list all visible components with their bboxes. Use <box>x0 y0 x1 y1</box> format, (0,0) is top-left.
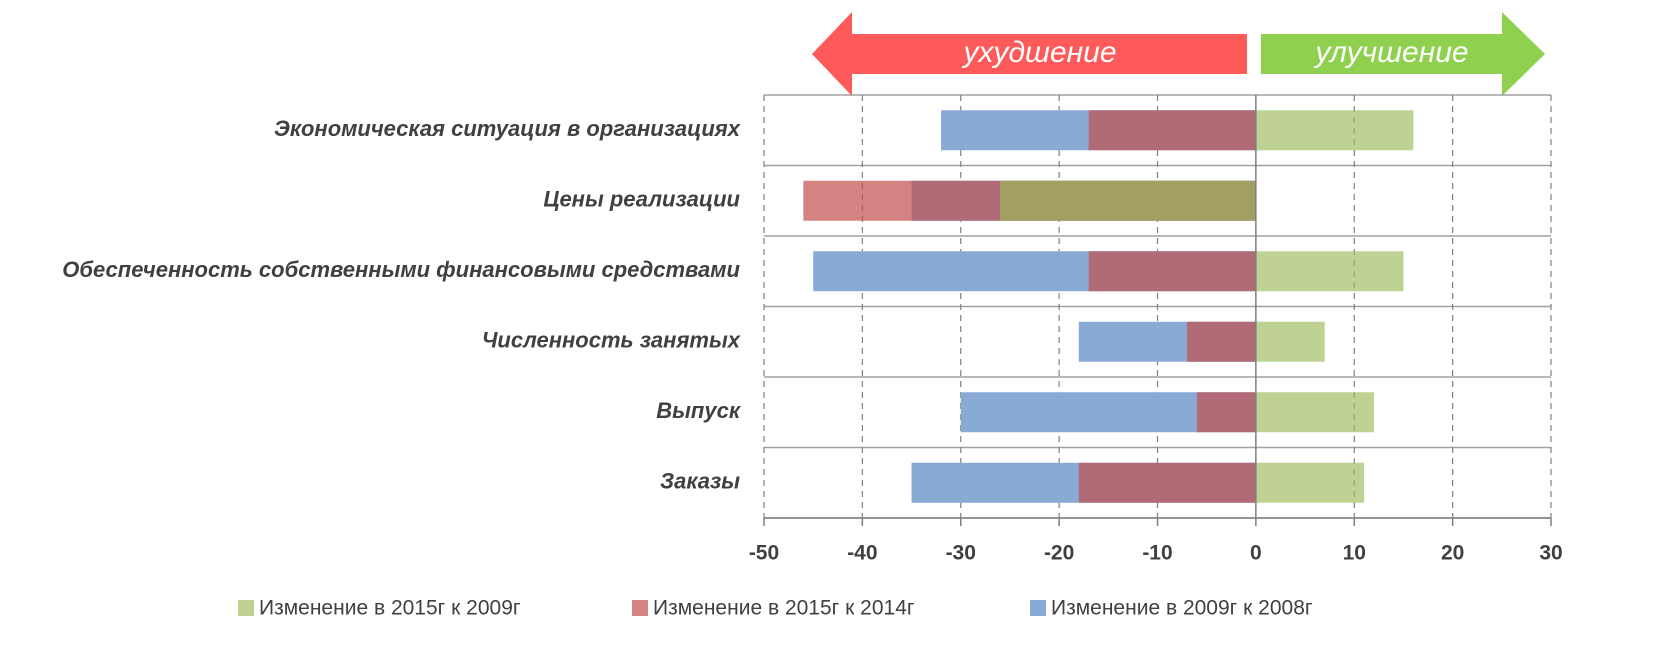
bar <box>1255 392 1374 433</box>
x-tick-label: 10 <box>1343 542 1366 565</box>
bar <box>1196 392 1256 433</box>
category-label: Цены реализации <box>543 187 740 212</box>
category-label: Заказы <box>660 469 740 494</box>
x-tick-label: 20 <box>1441 542 1464 565</box>
bar <box>1000 180 1256 221</box>
bar <box>1255 110 1414 151</box>
category-label: Численность занятых <box>482 328 741 353</box>
x-tick-label: -10 <box>1142 542 1172 565</box>
bar <box>1088 110 1256 151</box>
category-label: Выпуск <box>656 398 742 423</box>
bar <box>1255 251 1404 292</box>
legend-label: Изменение в 2015г к 2014г <box>653 597 915 620</box>
worse-label: ухудшение <box>961 36 1116 69</box>
worse-arrow <box>812 12 1247 96</box>
better-arrow <box>1261 12 1545 96</box>
x-tick-label: 30 <box>1539 542 1562 565</box>
bar <box>1088 251 1256 292</box>
x-tick-label: 0 <box>1250 542 1262 565</box>
category-label: Обеспеченность собственными финансовыми … <box>62 257 740 282</box>
legend-label: Изменение в 2015г к 2009г <box>259 597 521 620</box>
bar <box>1078 462 1256 503</box>
legend-label: Изменение в 2009г к 2008г <box>1051 597 1313 620</box>
bar <box>1255 462 1365 503</box>
bar <box>1255 321 1325 362</box>
better-label: улучшение <box>1313 36 1468 69</box>
x-tick-label: -30 <box>946 542 976 565</box>
legend-swatch <box>632 600 648 616</box>
legend-swatch <box>238 600 254 616</box>
x-tick-label: -50 <box>749 542 779 565</box>
bar <box>1187 321 1256 362</box>
legend-swatch <box>1030 600 1046 616</box>
category-label: Экономическая ситуация в организациях <box>274 116 741 141</box>
x-tick-label: -20 <box>1044 542 1074 565</box>
x-tick-label: -40 <box>847 542 877 565</box>
